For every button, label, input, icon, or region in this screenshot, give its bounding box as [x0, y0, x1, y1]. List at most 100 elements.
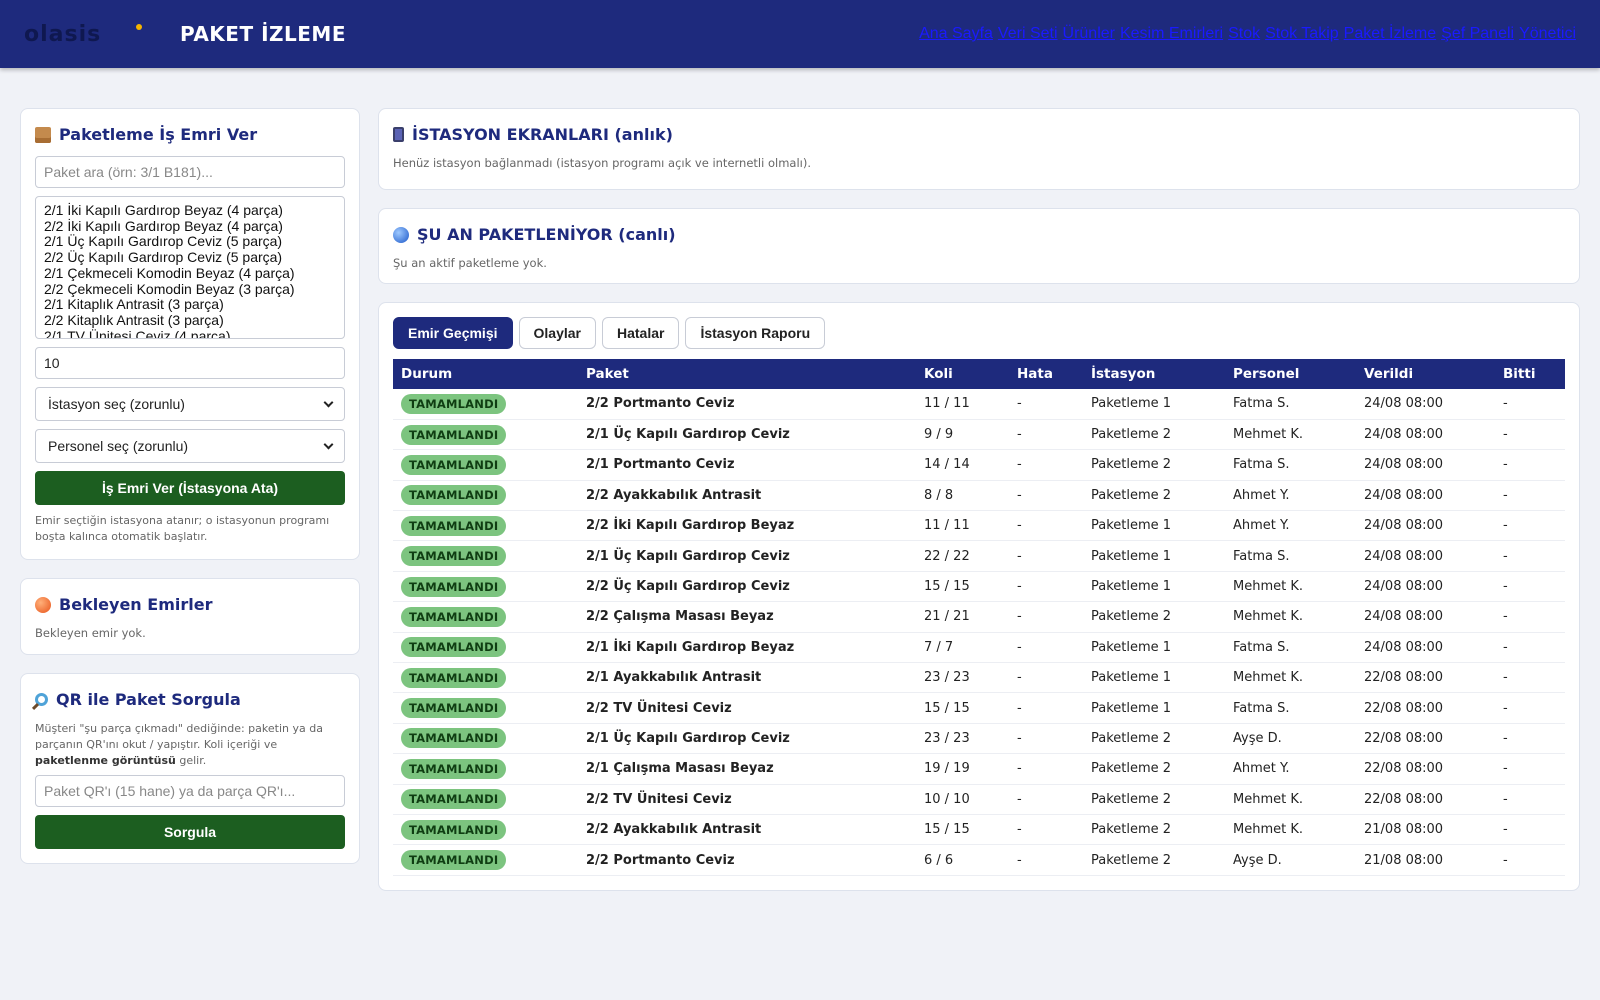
finished-time: -: [1495, 753, 1565, 785]
screen-icon: [393, 127, 404, 142]
col-box: Koli: [916, 359, 1009, 389]
package-name: 2/1 Üç Kapılı Gardırop Ceviz: [578, 540, 916, 572]
package-option[interactable]: 2/1 İki Kapılı Gardırop Beyaz (4 parça): [44, 202, 283, 218]
table-row[interactable]: TAMAMLANDI 2/1 İki Kapılı Gardırop Beyaz 7…: [393, 632, 1565, 664]
status-cell: TAMAMLANDI: [393, 601, 578, 633]
status-badge: TAMAMLANDI: [401, 576, 507, 597]
table-row[interactable]: TAMAMLANDI 2/1 Ayakkabılık Antrasit 23 / 2…: [393, 662, 1565, 694]
order-form-hint: Emir seçtiğin istasyona atanır; o istasy…: [35, 514, 330, 543]
status-cell: TAMAMLANDI: [393, 814, 578, 846]
tab-order-history[interactable]: Emir Geçmişi: [393, 317, 513, 349]
package-listbox[interactable]: 2/1 İki Kapılı Gardırop Beyaz (4 parça) 2…: [35, 196, 345, 339]
tab-station-report[interactable]: İstasyon Raporu: [685, 317, 826, 349]
status-cell: TAMAMLANDI: [393, 510, 578, 542]
table-row[interactable]: TAMAMLANDI 2/2 TV Ünitesi Ceviz 15 / 15- Pa…: [393, 692, 1565, 724]
station-name: Paketleme 2: [1083, 449, 1225, 481]
table-row[interactable]: TAMAMLANDI 2/1 Üç Kapılı Gardırop Ceviz 23…: [393, 723, 1565, 755]
table-row[interactable]: TAMAMLANDI 2/2 Üç Kapılı Gardırop Ceviz 15…: [393, 571, 1565, 603]
issued-time: 24/08 08:00: [1356, 389, 1495, 420]
table-row[interactable]: TAMAMLANDI 2/2 Portmanto Ceviz 11 / 11- Pak…: [393, 389, 1565, 420]
station-select[interactable]: İstasyon seç (zorunlu): [35, 387, 345, 421]
table-row[interactable]: TAMAMLANDI 2/1 Üç Kapılı Gardırop Ceviz 9 …: [393, 419, 1565, 451]
personnel-select[interactable]: Personel seç (zorunlu): [35, 429, 345, 463]
nav-link-home[interactable]: Ana Sayfa: [919, 25, 993, 42]
issued-time: 24/08 08:00: [1356, 540, 1495, 572]
package-option[interactable]: 2/2 İki Kapılı Gardırop Beyaz (4 parça): [44, 217, 283, 234]
table-header-row: Durum Paket Koli Hata İstasyon Personel …: [393, 359, 1565, 389]
package-option[interactable]: 2/2 Çekmeceli Komodin Beyaz (3 parça): [44, 280, 295, 297]
package-option[interactable]: 2/1 Kitaplık Antrasit (3 parça): [44, 296, 224, 313]
personnel-name: Fatma S.: [1225, 389, 1356, 420]
nav-link-admin[interactable]: Yönetici: [1519, 25, 1576, 42]
tab-errors[interactable]: Hatalar: [601, 317, 680, 349]
package-option[interactable]: 2/1 Çekmeceli Komodin Beyaz (4 parça): [44, 264, 295, 281]
package-option[interactable]: 2/2 Üç Kapılı Gardırop Ceviz (5 parça): [44, 249, 283, 266]
package-option[interactable]: 2/1 Üç Kapılı Gardırop Ceviz (5 parça): [44, 233, 283, 250]
col-issued: Verildi: [1356, 359, 1495, 389]
box-count: 10 / 10: [916, 784, 1009, 815]
personnel-name: Ahmet Y.: [1225, 753, 1356, 785]
status-cell: TAMAMLANDI: [393, 449, 578, 481]
issued-time: 24/08 08:00: [1356, 571, 1495, 603]
qr-input[interactable]: Paket QR'ı (15 hane) ya da parça QR'ı...: [35, 775, 345, 807]
box-count: 6 / 6: [916, 844, 1009, 876]
station-name: Paketleme 2: [1083, 480, 1225, 512]
package-search-input[interactable]: Paket ara (örn: 3/1 B181)...: [35, 156, 345, 188]
issued-time: 22/08 08:00: [1356, 784, 1495, 815]
table-row[interactable]: TAMAMLANDI 2/2 TV Ünitesi Ceviz 10 / 10- Pa…: [393, 784, 1565, 815]
personnel-name: Ayşe D.: [1225, 723, 1356, 755]
table-row[interactable]: TAMAMLANDI 2/2 Çalışma Masası Beyaz 21 / 2…: [393, 601, 1565, 633]
main-nav: Ana Sayfa Veri Seti Ürünler Kesim Emirle…: [919, 25, 1576, 43]
package-name: 2/1 Portmanto Ceviz: [578, 449, 916, 481]
tab-events[interactable]: Olaylar: [518, 317, 596, 349]
table-row[interactable]: TAMAMLANDI 2/1 Portmanto Ceviz 14 / 14- Pak…: [393, 449, 1565, 481]
personnel-name: Mehmet K.: [1225, 814, 1356, 846]
personnel-name: Mehmet K.: [1225, 601, 1356, 633]
qr-query-card: QR ile Paket Sorgula Müşteri "şu parça ç…: [20, 673, 360, 864]
quantity-input[interactable]: 10: [35, 347, 345, 379]
station-name: Paketleme 2: [1083, 844, 1225, 876]
qr-description: Müşteri "şu parça çıkmadı" dediğinde: pa…: [35, 722, 323, 767]
finished-time: -: [1495, 662, 1565, 694]
nav-link-dataset[interactable]: Veri Seti: [997, 25, 1058, 42]
station-screens-card: İSTASYON EKRANLARI (anlık) Henüz istasyo…: [378, 108, 1580, 190]
logo: olasis: [24, 21, 102, 47]
package-option[interactable]: 2/2 Kitaplık Antrasit (3 parça): [44, 311, 224, 328]
table-row[interactable]: TAMAMLANDI 2/2 Ayakkabılık Antrasit 15 / 1…: [393, 814, 1565, 846]
table-row[interactable]: TAMAMLANDI 2/2 İki Kapılı Gardırop Beyaz 1…: [393, 510, 1565, 542]
package-option[interactable]: 2/1 TV Ünitesi Ceviz (4 parça): [44, 327, 231, 339]
issued-time: 22/08 08:00: [1356, 692, 1495, 724]
table-row[interactable]: TAMAMLANDI 2/2 Ayakkabılık Antrasit 8 / 8-…: [393, 480, 1565, 512]
issued-time: 24/08 08:00: [1356, 449, 1495, 481]
nav-link-stock[interactable]: Stok: [1228, 25, 1261, 42]
chevron-down-icon: [323, 397, 334, 407]
table-row[interactable]: TAMAMLANDI 2/1 Üç Kapılı Gardırop Ceviz 22…: [393, 540, 1565, 572]
finished-time: -: [1495, 601, 1565, 633]
package-name: 2/1 Ayakkabılık Antrasit: [578, 662, 916, 694]
issued-time: 22/08 08:00: [1356, 723, 1495, 755]
table-row[interactable]: TAMAMLANDI 2/1 Çalışma Masası Beyaz 19 / 1…: [393, 753, 1565, 785]
package-name: 2/1 İki Kapılı Gardırop Beyaz: [578, 632, 916, 664]
assign-order-button[interactable]: İş Emri Ver (İstasyona Ata): [35, 471, 345, 505]
finished-time: -: [1495, 814, 1565, 846]
table-row[interactable]: TAMAMLANDI 2/2 Portmanto Ceviz 6 / 6- Paket…: [393, 844, 1565, 876]
finished-time: -: [1495, 632, 1565, 664]
nav-link-stock-tracking[interactable]: Stok Takip: [1265, 25, 1339, 42]
nav-link-products[interactable]: Ürünler: [1062, 25, 1115, 42]
station-name: Paketleme 2: [1083, 814, 1225, 846]
issued-time: 24/08 08:00: [1356, 601, 1495, 633]
error-count: -: [1009, 540, 1083, 572]
live-packaging-title: ŞU AN PAKETLENİYOR (canlı): [393, 225, 1565, 244]
box-count: 15 / 15: [916, 692, 1009, 724]
query-button[interactable]: Sorgula: [35, 815, 345, 849]
status-badge: TAMAMLANDI: [401, 515, 507, 536]
error-count: -: [1009, 692, 1083, 724]
finished-time: -: [1495, 723, 1565, 755]
nav-link-package-tracking[interactable]: Paket İzleme: [1343, 25, 1437, 42]
box-count: 11 / 11: [916, 510, 1009, 542]
finished-time: -: [1495, 480, 1565, 512]
nav-link-cutting-orders[interactable]: Kesim Emirleri: [1119, 25, 1224, 42]
nav-link-chief-panel[interactable]: Şef Paneli: [1441, 25, 1515, 42]
issued-time: 24/08 08:00: [1356, 480, 1495, 512]
package-name: 2/2 Portmanto Ceviz: [578, 844, 916, 876]
